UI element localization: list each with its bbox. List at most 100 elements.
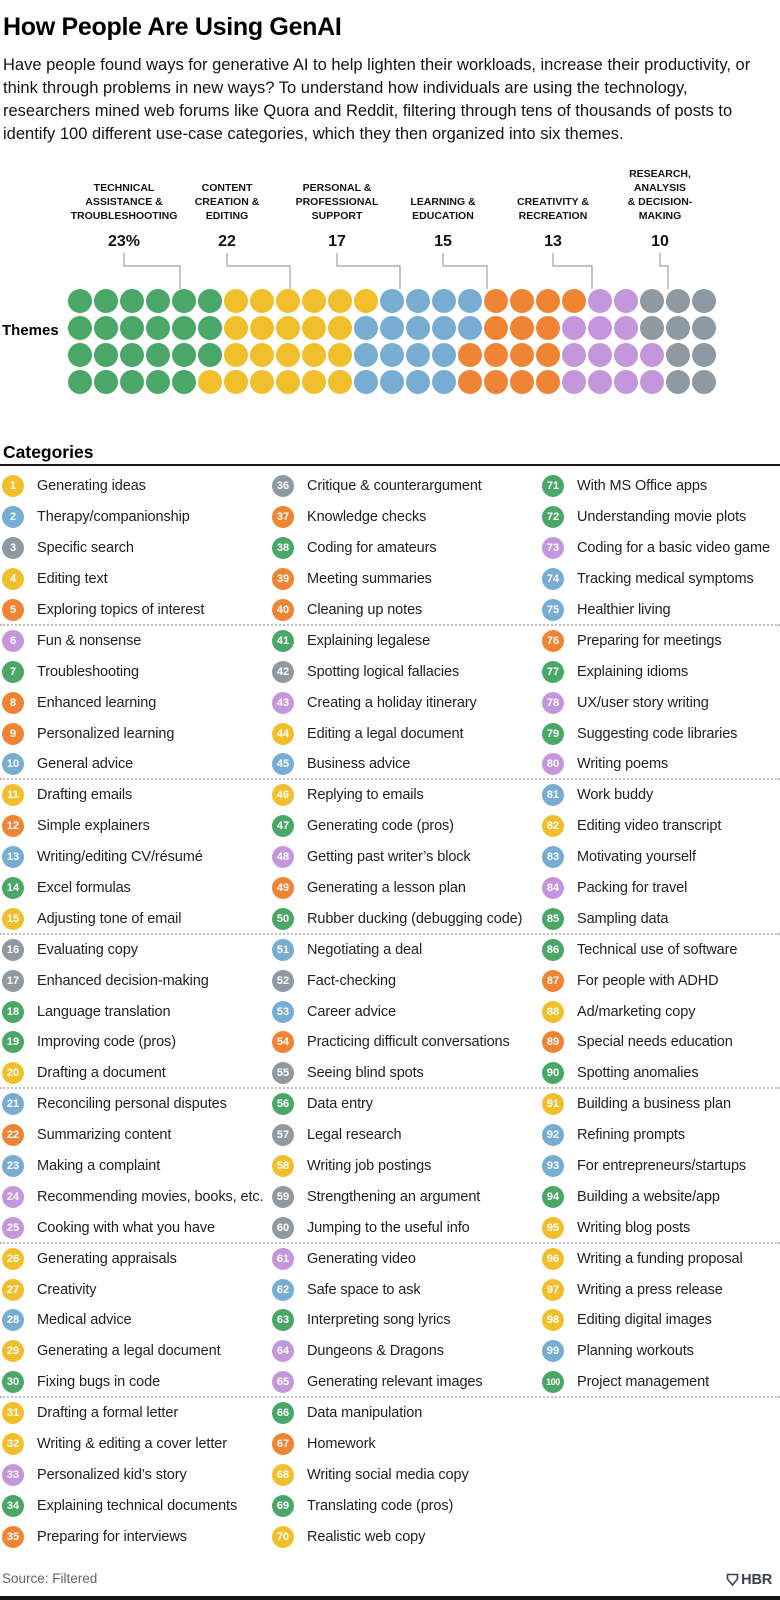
category-label: Tracking medical symptoms	[577, 571, 754, 588]
category-label: Recommending movies, books, etc.	[37, 1188, 264, 1205]
category-label: Building a business plan	[577, 1096, 731, 1113]
category-item: 34 Explaining technical documents	[2, 1490, 264, 1521]
theme-dot	[614, 370, 638, 394]
category-label: Cooking with what you have	[37, 1219, 215, 1236]
category-label: Preparing for meetings	[577, 632, 722, 649]
theme-dot	[406, 316, 430, 340]
category-number-badge: 57	[272, 1124, 294, 1147]
theme-name: LEARNING & EDUCATION	[410, 196, 476, 223]
theme-dot	[120, 343, 144, 367]
theme-value: 13	[544, 232, 562, 250]
category-label: Specific search	[37, 540, 134, 557]
category-number-badge: 90	[542, 1062, 564, 1085]
category-item: 17 Enhanced decision-making	[2, 965, 264, 996]
theme-header: TECHNICAL ASSISTANCE & TROUBLESHOOTING 23%	[63, 156, 185, 252]
category-item: 42 Spotting logical fallacies	[272, 656, 522, 687]
category-number-badge: 31	[2, 1402, 24, 1425]
theme-dot	[120, 289, 144, 313]
category-label: Negotiating a deal	[307, 941, 423, 958]
theme-dot	[536, 289, 560, 313]
category-item: 8 Enhanced learning	[2, 687, 264, 718]
category-number-badge: 71	[542, 475, 564, 498]
category-item: 52 Fact-checking	[272, 965, 522, 996]
category-item: 31 Drafting a formal letter	[2, 1398, 264, 1429]
category-label: Generating relevant images	[307, 1374, 483, 1391]
category-item: 88 Ad/marketing copy	[542, 996, 770, 1027]
category-item: 68 Writing social media copy	[272, 1460, 522, 1491]
category-label: Writing/editing CV/résumé	[37, 849, 203, 866]
theme-dot	[328, 316, 352, 340]
category-item: 1 Generating ideas	[2, 471, 264, 502]
category-label: Understanding movie plots	[577, 509, 747, 526]
category-label: Homework	[307, 1436, 376, 1453]
category-number-badge: 64	[272, 1340, 294, 1363]
category-number-badge: 63	[272, 1309, 294, 1332]
theme-dot	[588, 370, 612, 394]
category-label: Cleaning up notes	[307, 602, 423, 618]
category-item: 56 Data entry	[272, 1089, 522, 1120]
bottom-rule	[0, 1596, 780, 1600]
category-item: 95 Writing blog posts	[542, 1212, 770, 1243]
category-item: 96 Writing a funding proposal	[542, 1243, 770, 1274]
theme-dot	[198, 343, 222, 367]
category-item: 57 Legal research	[272, 1120, 522, 1151]
category-label: For entrepreneurs/startups	[577, 1158, 747, 1175]
theme-dot	[640, 316, 664, 340]
category-number-badge: 77	[542, 660, 564, 683]
category-label: Realistic web copy	[307, 1528, 426, 1545]
category-item: 27 Creativity	[2, 1274, 264, 1305]
dot-grid	[68, 289, 716, 394]
category-number-badge: 86	[542, 938, 564, 961]
category-item: 86 Technical use of software	[542, 934, 770, 965]
category-label: Practicing difficult conversations	[307, 1034, 510, 1051]
theme-dot	[172, 289, 196, 313]
category-item: 44 Editing a legal document	[272, 718, 522, 749]
category-number-badge: 29	[2, 1340, 24, 1363]
category-item: 25 Cooking with what you have	[2, 1212, 264, 1243]
category-label: Dungeons & Dragons	[307, 1343, 444, 1360]
category-number-badge: 11	[2, 784, 24, 807]
category-label: Improving code (pros)	[37, 1034, 176, 1051]
theme-dot	[484, 289, 508, 313]
category-number-badge: 20	[2, 1062, 24, 1085]
category-item: 65 Generating relevant images	[272, 1367, 522, 1398]
category-label: Knowledge checks	[307, 509, 427, 526]
category-item: 91 Building a business plan	[542, 1089, 770, 1120]
category-item: 10 General advice	[2, 749, 264, 780]
category-label: Editing digital images	[577, 1312, 712, 1329]
category-number-badge: 74	[542, 568, 564, 591]
theme-header: LEARNING & EDUCATION 15	[395, 156, 491, 252]
theme-dot	[562, 316, 586, 340]
category-item: 2 Therapy/companionship	[2, 502, 264, 533]
theme-dot	[458, 370, 482, 394]
category-label: Packing for travel	[577, 880, 688, 897]
category-label: Writing & editing a cover letter	[37, 1436, 227, 1453]
category-label: Reconciling personal disputes	[37, 1096, 227, 1113]
categories-rule	[0, 464, 780, 466]
category-number-badge: 60	[272, 1216, 294, 1239]
category-item: 69 Translating code (pros)	[272, 1490, 522, 1521]
theme-dot	[406, 289, 430, 313]
category-number-badge: 33	[2, 1463, 24, 1486]
categories-column: 36 Critique & counterargument 37 Knowledge …	[272, 471, 522, 1552]
category-item: 13 Writing/editing CV/résumé	[2, 842, 264, 873]
category-number-badge: 30	[2, 1371, 24, 1394]
category-item: 80 Writing poems	[542, 749, 770, 780]
category-label: Seeing blind spots	[307, 1065, 424, 1082]
category-item: 60 Jumping to the useful info	[272, 1212, 522, 1243]
category-item: 99 Planning workouts	[542, 1336, 770, 1367]
theme-dot	[354, 343, 378, 367]
category-label: Summarizing content	[37, 1127, 172, 1144]
category-item: 28 Medical advice	[2, 1305, 264, 1336]
theme-dot	[614, 343, 638, 367]
category-number-badge: 94	[542, 1185, 564, 1208]
category-number-badge: 98	[542, 1309, 564, 1332]
theme-value: 22	[218, 232, 236, 250]
category-item: 46 Replying to emails	[272, 780, 522, 811]
category-number-badge: 38	[272, 537, 294, 560]
category-item: 79 Suggesting code libraries	[542, 718, 770, 749]
theme-dot	[302, 343, 326, 367]
theme-dot	[458, 316, 482, 340]
category-item: 62 Safe space to ask	[272, 1274, 522, 1305]
theme-dot	[276, 343, 300, 367]
